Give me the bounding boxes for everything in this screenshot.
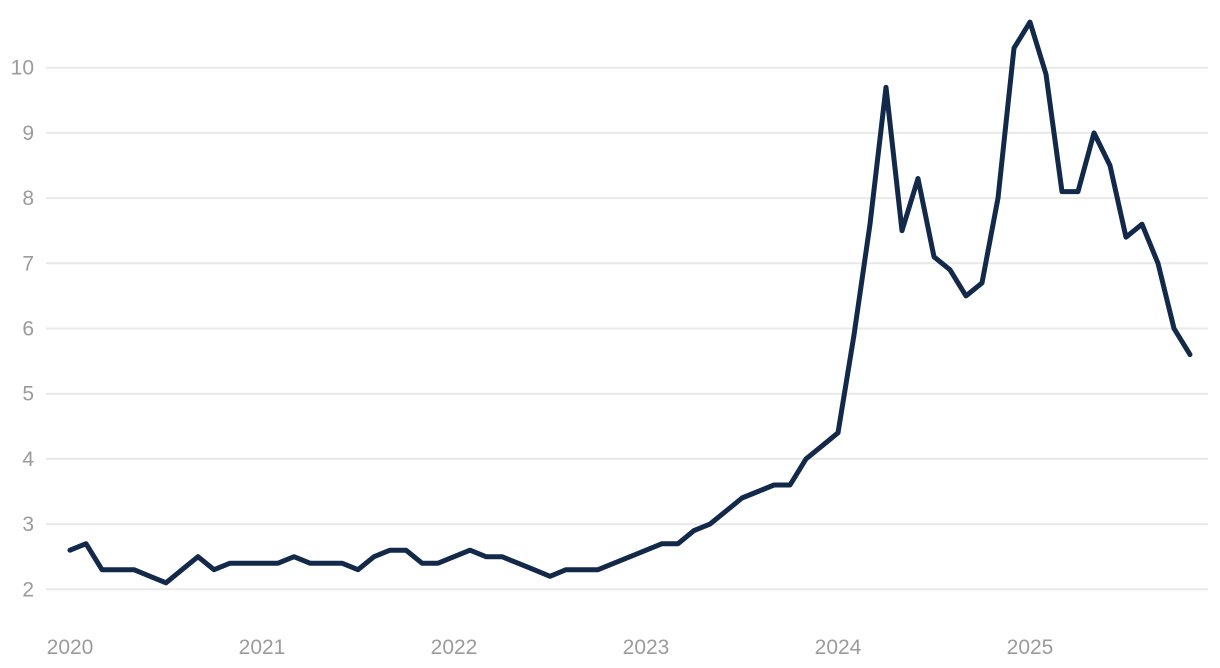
y-axis-label: 5: [22, 383, 34, 406]
y-axis-label: 8: [22, 187, 34, 210]
x-axis-label: 2023: [623, 636, 670, 659]
y-axis-label: 4: [22, 448, 34, 471]
y-axis-label: 10: [11, 57, 34, 80]
x-axis-label: 2022: [431, 636, 478, 659]
gridlines: [46, 66, 1208, 591]
y-axis-label: 6: [22, 318, 34, 341]
x-axis-labels: 2020 2021 2022 2023 2024 2025: [47, 636, 1054, 659]
y-axis-label: 2: [22, 578, 34, 601]
x-axis-label: 2021: [239, 636, 286, 659]
y-axis-label: 3: [22, 513, 34, 536]
y-axis-label: 9: [22, 122, 34, 145]
x-axis-label: 2025: [1007, 636, 1054, 659]
x-axis-label: 2024: [815, 636, 862, 659]
y-axis-labels: 2 3 4 5 6 7 8 9 10: [11, 57, 35, 602]
y-axis-label: 7: [22, 252, 34, 275]
price-line: [67, 19, 1193, 586]
x-axis-label: 2020: [47, 636, 94, 659]
